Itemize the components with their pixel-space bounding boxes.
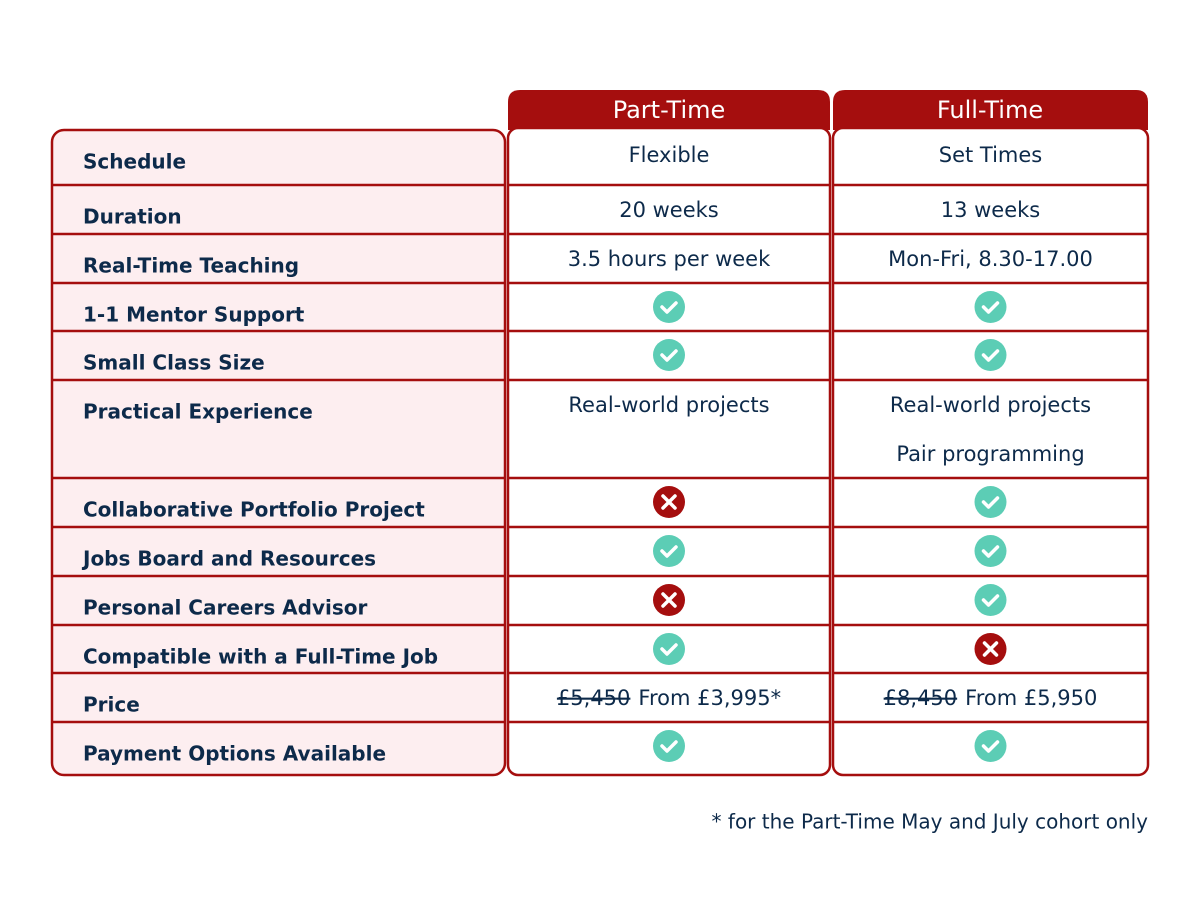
cell-text: 13 weeks: [941, 198, 1041, 222]
cross-mark: [661, 494, 677, 510]
check-mark: [660, 301, 678, 314]
check-mark: [660, 349, 678, 362]
row-label: Small Class Size: [83, 351, 265, 375]
check-mark: [981, 594, 1000, 607]
part-time-column: [506, 126, 832, 777]
label-column: [50, 128, 507, 777]
new-price: From £3,995*: [638, 686, 781, 710]
cross-icon: [653, 584, 685, 616]
check-mark: [981, 496, 1000, 509]
check-icon: [653, 339, 685, 371]
column-header: Part-Time: [613, 96, 726, 124]
check-icon: [974, 291, 1007, 323]
check-icon: [653, 535, 685, 567]
old-price: £8,450: [884, 686, 957, 710]
check-icon: [653, 730, 685, 762]
footnote: * for the Part-Time May and July cohort …: [712, 810, 1149, 834]
row-label: Personal Careers Advisor: [83, 596, 368, 620]
cross-mark: [982, 641, 999, 657]
icon-circle: [974, 584, 1007, 616]
check-mark: [660, 740, 678, 753]
icon-circle: [653, 633, 685, 665]
old-price: £5,450: [557, 686, 630, 710]
check-mark: [660, 643, 678, 656]
icon-circle: [974, 339, 1007, 371]
check-icon: [974, 730, 1007, 762]
cell-text: Real-world projects: [890, 393, 1091, 417]
row-label: Price: [83, 693, 140, 717]
column-header: Full-Time: [937, 96, 1043, 124]
row-label: Collaborative Portfolio Project: [83, 498, 425, 522]
icon-circle: [974, 291, 1007, 323]
check-mark: [981, 545, 1000, 558]
row-label: Compatible with a Full-Time Job: [83, 645, 438, 669]
check-icon: [653, 291, 685, 323]
check-icon: [974, 486, 1007, 518]
row-label: Duration: [83, 205, 182, 229]
row-label: Practical Experience: [83, 400, 313, 424]
icon-circle: [653, 291, 685, 323]
column-header-bg: [833, 90, 1148, 130]
check-mark: [981, 301, 1000, 314]
check-mark: [981, 740, 1000, 753]
cell-text: 20 weeks: [619, 198, 719, 222]
icon-circle: [653, 730, 685, 762]
cross-icon: [653, 486, 685, 518]
cell-text: Set Times: [939, 143, 1043, 167]
cell-text: Flexible: [629, 143, 710, 167]
check-icon: [974, 584, 1007, 616]
row-label: 1-1 Mentor Support: [83, 303, 305, 327]
row-label: Real-Time Teaching: [83, 254, 299, 278]
cell-text: Mon-Fri, 8.30-17.00: [888, 247, 1093, 271]
icon-circle: [653, 535, 685, 567]
check-icon: [974, 535, 1007, 567]
full-time-column: [831, 126, 1150, 777]
check-mark: [660, 545, 678, 558]
check-icon: [653, 633, 685, 665]
cell-text: 3.5 hours per week: [568, 247, 771, 271]
cell-text: Real-world projects: [568, 393, 769, 417]
price: £8,450 From £5,950: [884, 686, 1098, 710]
row-label: Payment Options Available: [83, 742, 386, 766]
cross-icon: [974, 633, 1007, 665]
icon-circle: [974, 535, 1007, 567]
column-header-bg: [508, 90, 830, 130]
row-label: Schedule: [83, 150, 186, 174]
check-icon: [974, 339, 1007, 371]
new-price: From £5,950: [965, 686, 1097, 710]
icon-circle: [653, 339, 685, 371]
check-mark: [981, 349, 1000, 362]
cross-mark: [661, 592, 677, 608]
row-label: Jobs Board and Resources: [81, 547, 376, 571]
icon-circle: [974, 730, 1007, 762]
price: £5,450 From £3,995*: [557, 686, 781, 710]
icon-circle: [974, 486, 1007, 518]
cell-text: Pair programming: [896, 442, 1084, 466]
